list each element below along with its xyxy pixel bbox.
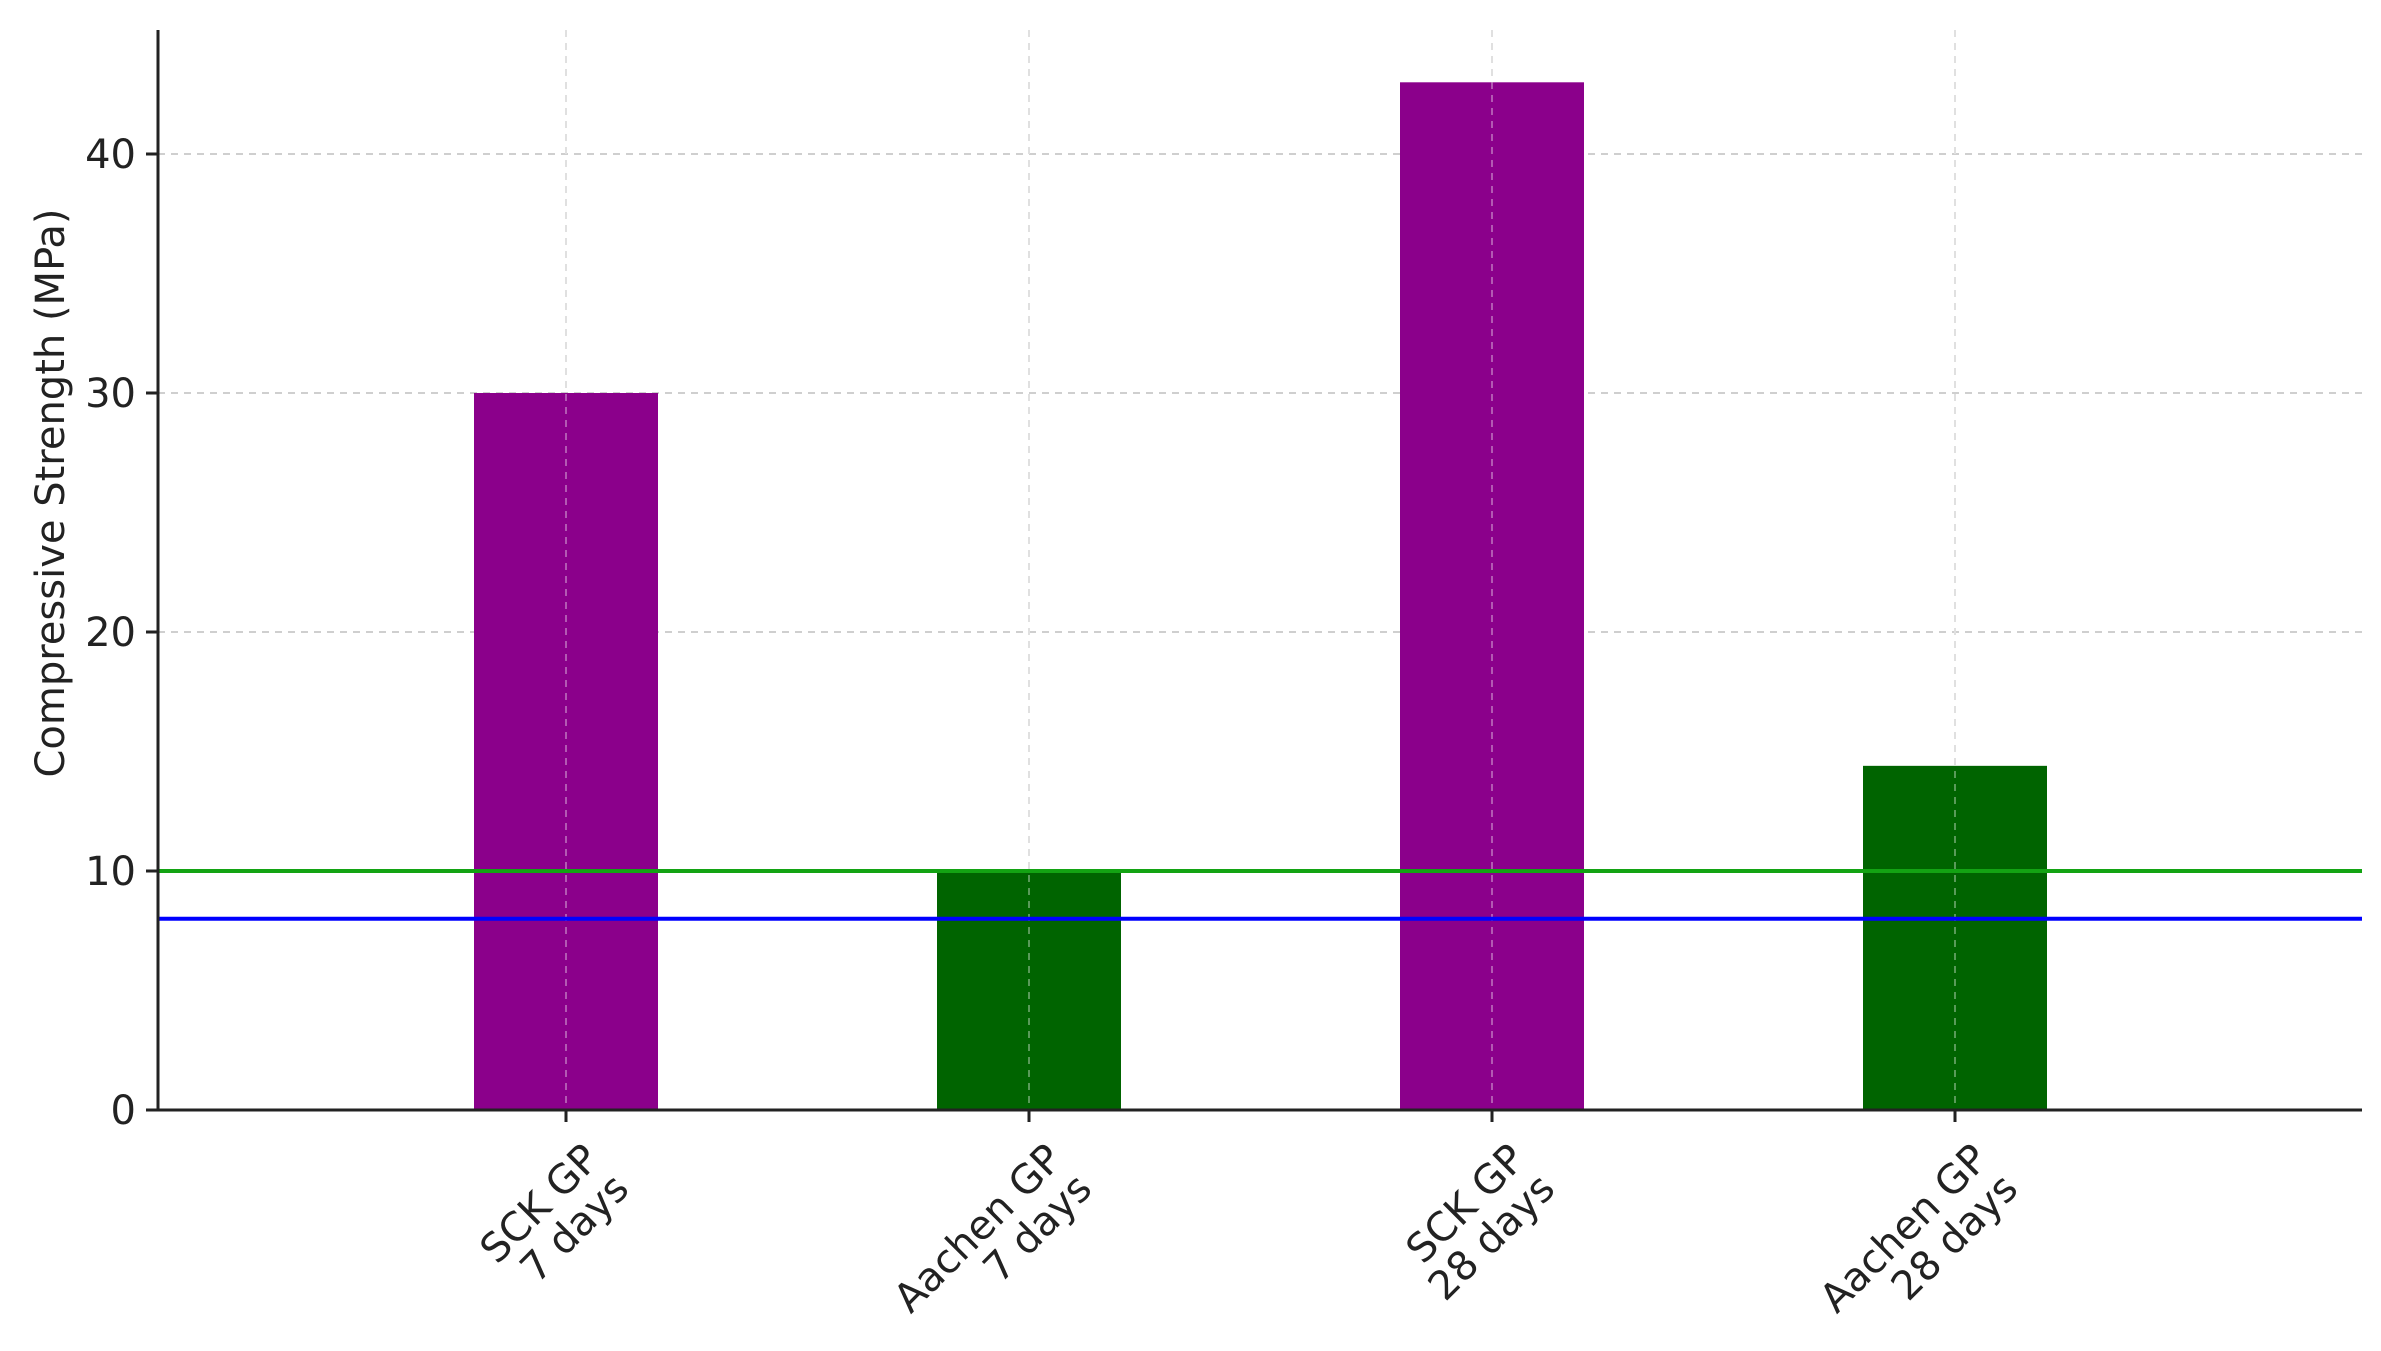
x-tick-label: SCK GP28 days	[1390, 1136, 1564, 1310]
x-tick-label: Aachen GP28 days	[1811, 1136, 2027, 1347]
bar	[1400, 82, 1584, 1110]
bar	[1863, 765, 2047, 1110]
y-tick-label: 40	[85, 132, 136, 178]
bar-layer	[474, 30, 2047, 1110]
bar	[474, 393, 658, 1110]
bar	[937, 871, 1121, 1110]
y-tick-label: 30	[85, 371, 136, 417]
y-tick-label: 10	[85, 849, 136, 895]
y-tick-label: 0	[111, 1088, 136, 1134]
x-tick-label: SCK GP7 days	[472, 1136, 638, 1302]
axis-layer: 0 10 20 30 40 SCK GP7 days Aachen GP7 days SCK …	[85, 30, 2362, 1347]
y-axis-label: Compressive Strength (MPa)	[28, 208, 74, 777]
x-tick-label: Aachen GP7 days	[885, 1136, 1101, 1347]
y-tick-label: 20	[85, 610, 136, 656]
reference-line-layer	[158, 869, 2362, 921]
